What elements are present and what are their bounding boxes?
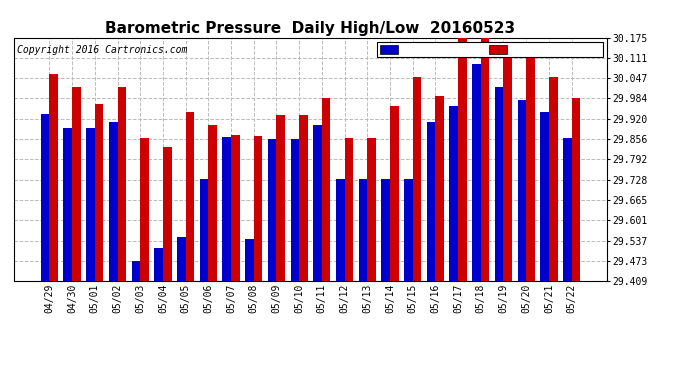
Bar xyxy=(72,87,81,281)
Text: Copyright 2016 Cartronics.com: Copyright 2016 Cartronics.com xyxy=(17,45,187,55)
Bar xyxy=(208,125,217,281)
Legend: Low  (Inches/Hg), High  (Inches/Hg): Low (Inches/Hg), High (Inches/Hg) xyxy=(377,42,602,57)
Bar xyxy=(549,77,558,281)
Bar xyxy=(390,106,399,281)
Bar xyxy=(344,138,353,281)
Bar xyxy=(95,104,103,281)
Bar xyxy=(254,135,262,281)
Bar xyxy=(322,98,331,281)
Bar xyxy=(50,74,58,281)
Bar xyxy=(571,98,580,281)
Bar xyxy=(186,112,195,281)
Bar xyxy=(132,261,140,281)
Bar xyxy=(526,57,535,281)
Bar xyxy=(404,179,413,281)
Bar xyxy=(382,179,390,281)
Bar xyxy=(199,179,208,281)
Bar xyxy=(163,147,172,281)
Bar xyxy=(268,139,277,281)
Bar xyxy=(290,139,299,281)
Bar xyxy=(117,87,126,281)
Title: Barometric Pressure  Daily High/Low  20160523: Barometric Pressure Daily High/Low 20160… xyxy=(106,21,515,36)
Bar xyxy=(481,38,489,281)
Bar xyxy=(359,179,367,281)
Bar xyxy=(563,138,571,281)
Bar xyxy=(86,128,95,281)
Bar xyxy=(313,125,322,281)
Bar xyxy=(140,138,149,281)
Bar xyxy=(155,248,163,281)
Bar xyxy=(245,238,254,281)
Bar xyxy=(177,237,186,281)
Bar xyxy=(449,106,458,281)
Bar xyxy=(231,135,239,281)
Bar xyxy=(336,179,344,281)
Bar xyxy=(413,77,422,281)
Bar xyxy=(426,122,435,281)
Bar xyxy=(495,87,504,281)
Bar xyxy=(367,138,376,281)
Bar xyxy=(435,96,444,281)
Bar xyxy=(472,64,481,281)
Bar xyxy=(277,116,285,281)
Bar xyxy=(518,99,526,281)
Bar xyxy=(504,55,512,281)
Bar xyxy=(299,116,308,281)
Bar xyxy=(458,38,466,281)
Bar xyxy=(63,128,72,281)
Bar xyxy=(222,137,231,281)
Bar xyxy=(41,114,50,281)
Bar xyxy=(540,112,549,281)
Bar xyxy=(109,122,117,281)
